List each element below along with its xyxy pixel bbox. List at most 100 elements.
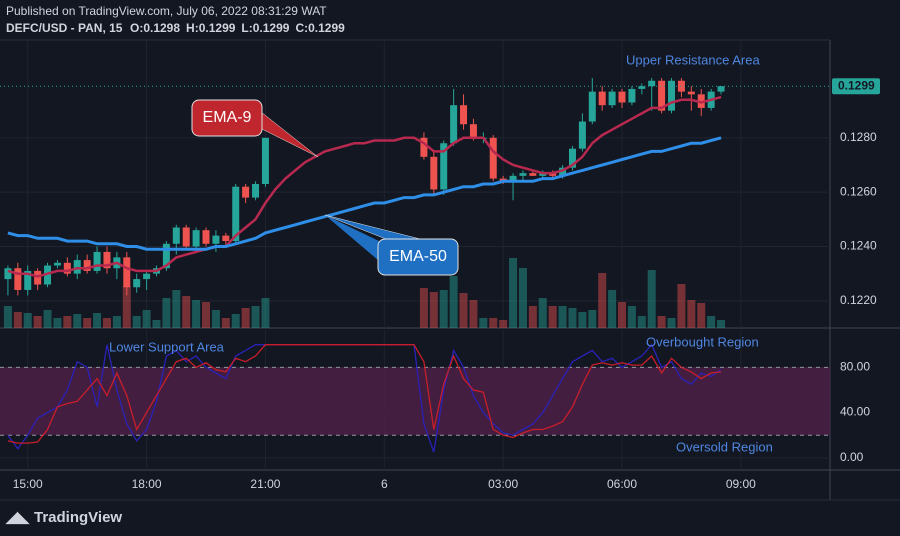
volume-bar — [211, 310, 220, 328]
volume-bar — [33, 316, 42, 328]
x-tick-label: 6 — [381, 477, 388, 491]
x-tick-label: 15:00 — [13, 477, 43, 491]
x-tick-label: 06:00 — [607, 477, 637, 491]
x-tick-label: 09:00 — [726, 477, 756, 491]
volume-bar — [102, 318, 111, 328]
volume-bar — [588, 310, 597, 328]
volume-bar — [63, 316, 72, 328]
candle-body — [63, 262, 71, 274]
volume-bar — [132, 316, 141, 328]
grid — [0, 40, 830, 470]
candle-body — [460, 105, 468, 125]
volume-bar — [449, 276, 458, 328]
volume-bar — [499, 320, 508, 328]
volume-bar — [162, 298, 171, 328]
volume-bar — [608, 290, 617, 328]
volume-bar — [122, 286, 131, 328]
volume-bar — [558, 306, 567, 328]
volume-bar — [429, 292, 438, 328]
candle-body — [588, 91, 596, 122]
x-tick-label: 21:00 — [250, 477, 280, 491]
candle-body — [697, 94, 705, 108]
annotation: Upper Resistance Area — [626, 52, 760, 67]
candle-body — [529, 173, 537, 176]
volume-bar — [568, 308, 577, 328]
candle-body — [212, 235, 220, 244]
candle-body — [83, 260, 91, 271]
candle-body — [73, 260, 81, 274]
candle-body — [242, 186, 250, 198]
candle-body — [469, 124, 477, 138]
volume-bar — [202, 302, 211, 328]
volume-bar — [182, 296, 191, 328]
volume-bar — [3, 306, 12, 328]
volume-bar — [172, 290, 181, 328]
volume-bar — [439, 290, 448, 328]
candle-body — [53, 262, 61, 266]
candle-body — [677, 80, 685, 92]
annotation: Oversold Region — [676, 439, 773, 454]
volume-bar — [419, 288, 428, 328]
candle-body — [192, 230, 200, 247]
callout-pointer — [325, 215, 385, 266]
volume-bar — [93, 313, 102, 328]
candle-body — [252, 184, 260, 198]
candle-body — [578, 121, 586, 149]
volume-bar — [598, 273, 607, 328]
volume-bar — [112, 316, 121, 328]
candle-body — [658, 80, 666, 111]
published-line: Published on TradingView.com, July 06, 2… — [6, 4, 327, 18]
volume-bar — [251, 306, 260, 328]
candle-body — [123, 257, 131, 288]
volume-bar — [489, 318, 498, 328]
rsi-band — [0, 367, 830, 436]
oscillator-line — [7, 344, 722, 444]
volume-bar — [261, 298, 270, 328]
volume-bar — [53, 318, 62, 328]
candle-body — [261, 137, 269, 184]
candle-body — [717, 86, 725, 92]
volume-bar — [578, 312, 587, 328]
ohlc-value: O:0.1298 — [130, 21, 180, 35]
x-tick-label: 03:00 — [488, 477, 518, 491]
volume — [3, 258, 726, 328]
candle-body — [182, 227, 190, 247]
candle-body — [440, 143, 448, 190]
y-tick-label: 40.00 — [840, 405, 870, 419]
last-price-box — [832, 78, 880, 95]
candle-body — [430, 156, 438, 190]
callout-label: EMA-50 — [389, 248, 447, 265]
volume-bar — [707, 316, 716, 328]
volume-bar — [627, 306, 636, 328]
y-tick-label: 0.1280 — [840, 130, 877, 144]
y-tick-label: 0.1240 — [840, 239, 877, 253]
ohlc-value: C:0.1299 — [295, 21, 345, 35]
ohlc-value: H:0.1299 — [186, 21, 236, 35]
candle-body — [509, 175, 517, 182]
volume-bar — [687, 300, 696, 328]
volume-bar — [231, 314, 240, 328]
volume-bar — [73, 314, 82, 328]
symbol: DEFC/USD - PAN, 15 — [6, 21, 123, 35]
footer-brand: TradingView — [34, 509, 122, 526]
volume-bar — [697, 303, 706, 328]
candle-body — [598, 91, 606, 106]
candle-body — [34, 270, 42, 285]
volume-bar — [717, 320, 726, 328]
candle-body — [568, 148, 576, 168]
volume-bar — [667, 318, 676, 328]
y-tick-label: 80.00 — [840, 359, 870, 373]
volume-bar — [528, 306, 537, 328]
logo: ◢◣ — [5, 509, 31, 526]
candle-body — [519, 173, 527, 176]
callout-label: EMA-9 — [203, 109, 252, 126]
volume-bar — [548, 306, 557, 328]
candle-body — [420, 137, 428, 157]
volume-bar — [83, 318, 92, 328]
plot — [0, 78, 830, 453]
candle-body — [162, 243, 170, 269]
volume-bar — [479, 318, 488, 328]
candle-body — [450, 105, 458, 144]
candle-body — [172, 227, 180, 244]
